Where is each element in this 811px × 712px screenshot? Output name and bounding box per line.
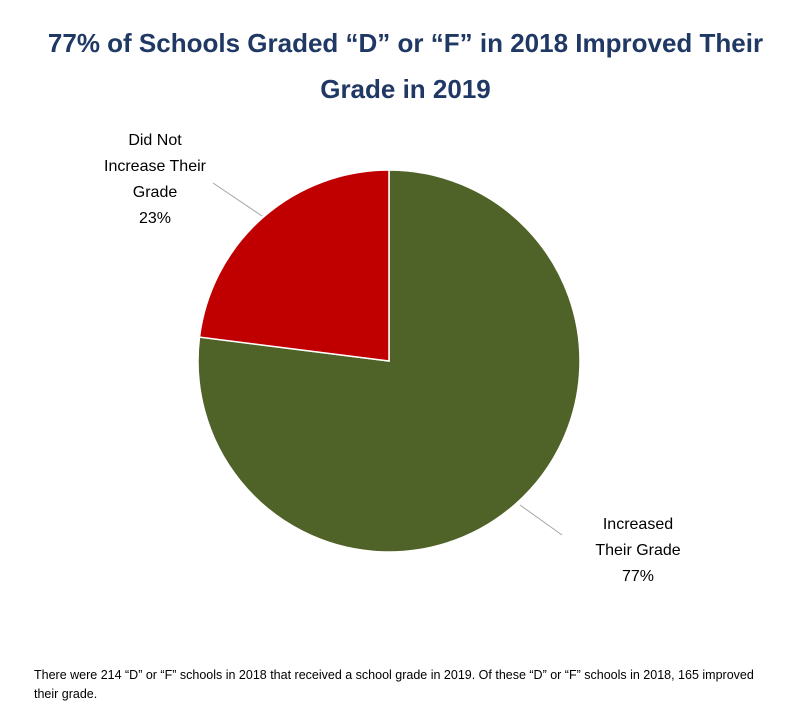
label-category: Did Not Increase Their Grade — [104, 132, 206, 201]
pie-slice — [198, 169, 390, 362]
chart-title: 77% of Schools Graded “D” or “F” in 2018… — [47, 28, 764, 104]
label-category: Increased Their Grade — [595, 516, 681, 559]
data-label: Did Not Increase Their Grade 23% — [102, 128, 208, 232]
data-label: Increased Their Grade 77% — [585, 512, 691, 590]
leader-line — [212, 182, 263, 217]
pie-slice — [197, 169, 581, 553]
leader-line — [519, 504, 563, 536]
label-value: 77% — [621, 568, 655, 585]
label-value: 23% — [138, 210, 172, 227]
footnote: There were 214 “D” or “F” schools in 201… — [34, 668, 754, 701]
